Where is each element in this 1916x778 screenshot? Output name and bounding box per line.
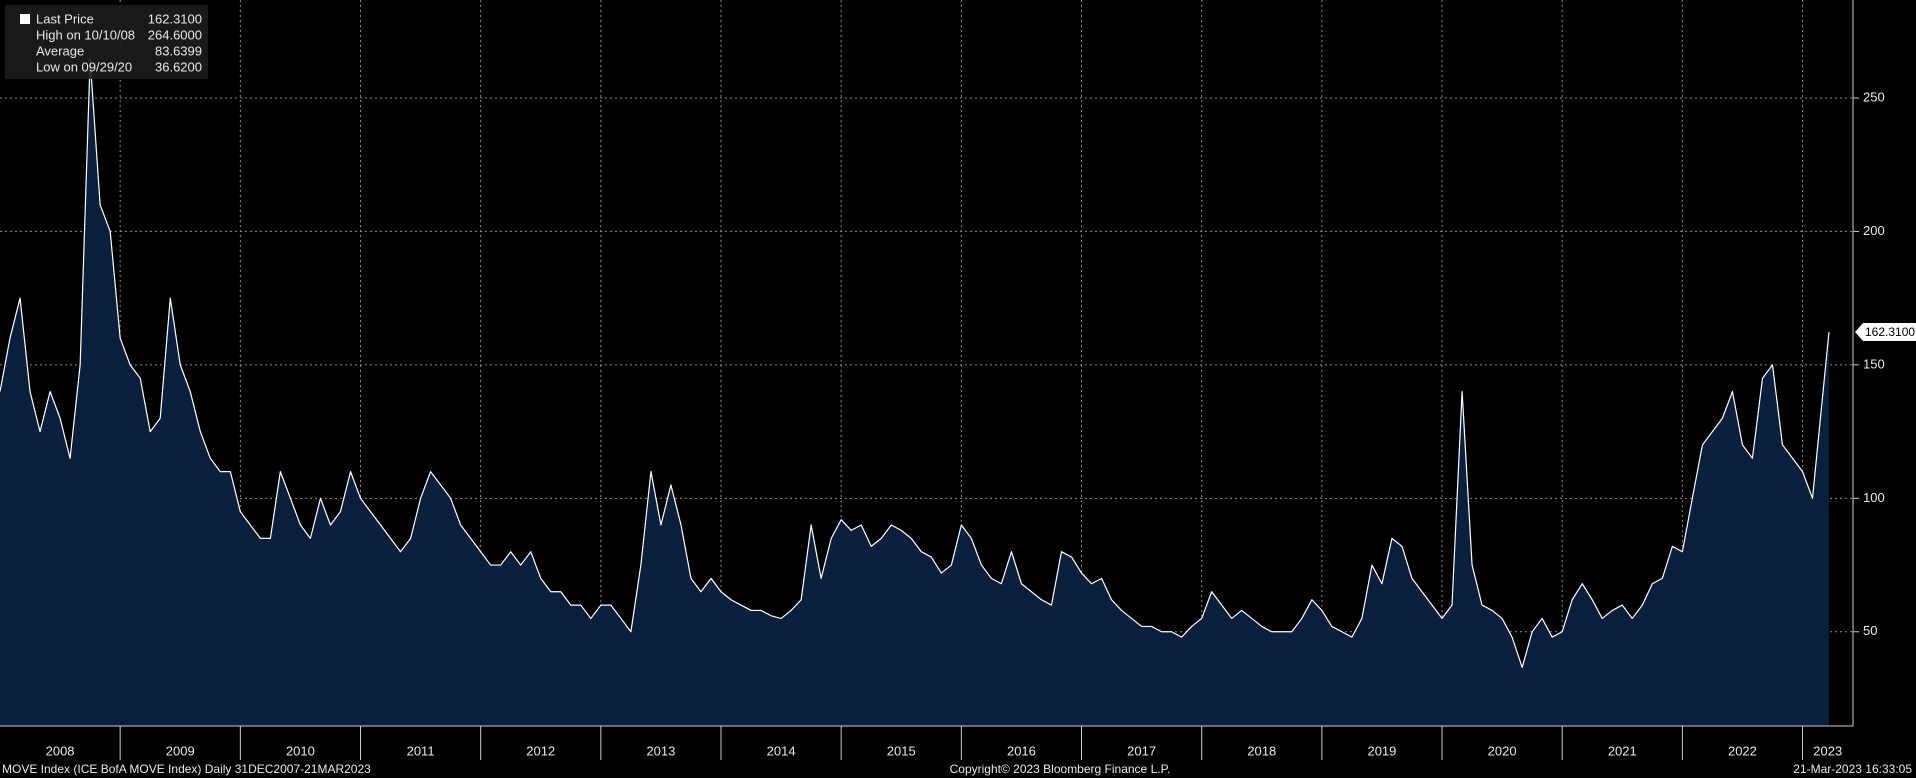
x-tick-label: 2012 [526, 743, 555, 758]
last-price-tag [1855, 323, 1916, 342]
legend-box [5, 5, 208, 79]
legend-value: 36.6200 [155, 59, 202, 74]
footer-right: 21-Mar-2023 16:33:05 [1793, 762, 1912, 776]
legend-label: Low on 09/29/20 [36, 59, 132, 74]
y-tick-label: 100 [1863, 490, 1885, 505]
x-tick-label: 2016 [1007, 743, 1036, 758]
x-tick-label: 2017 [1127, 743, 1156, 758]
x-tick-label: 2023 [1813, 743, 1842, 758]
area-fill [0, 58, 1829, 727]
legend-label: Average [36, 43, 84, 58]
legend-value: 83.6399 [155, 43, 202, 58]
x-tick-label: 2018 [1247, 743, 1276, 758]
x-tick-label: 2015 [887, 743, 916, 758]
x-tick-label: 2022 [1728, 743, 1757, 758]
y-tick-label: 200 [1863, 223, 1885, 238]
x-tick-label: 2010 [286, 743, 315, 758]
y-tick-label: 150 [1863, 356, 1885, 371]
legend-label: Last Price [36, 11, 94, 26]
x-tick-label: 2021 [1608, 743, 1637, 758]
x-tick-label: 2020 [1488, 743, 1517, 758]
price-line [0, 58, 1830, 669]
x-tick-label: 2014 [767, 743, 796, 758]
legend-swatch [20, 14, 30, 24]
y-tick-label: 250 [1863, 89, 1885, 104]
x-tick-label: 2009 [166, 743, 195, 758]
legend-value: 162.3100 [148, 11, 202, 26]
legend-value: 264.6000 [148, 27, 202, 42]
last-price-label: 162.3100 [1865, 325, 1915, 339]
legend-label: High on 10/10/08 [36, 27, 135, 42]
y-tick-label: 50 [1863, 623, 1877, 638]
x-tick-label: 2013 [646, 743, 675, 758]
x-tick-label: 2011 [407, 743, 435, 758]
footer-left: MOVE Index (ICE BofA MOVE Index) Daily 3… [2, 762, 371, 776]
x-tick-label: 2008 [46, 743, 75, 758]
plot-area [0, 0, 1853, 727]
footer-center: Copyright© 2023 Bloomberg Finance L.P. [950, 762, 1171, 776]
x-tick-label: 2019 [1367, 743, 1396, 758]
